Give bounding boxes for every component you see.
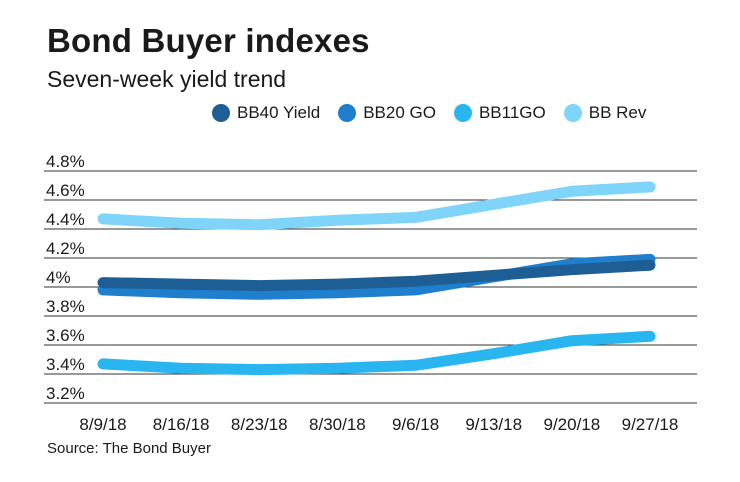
chart-legend: BB40 Yield BB20 GO BB11GO BB Rev xyxy=(212,103,646,123)
y-tick-label: 3.6% xyxy=(46,326,85,345)
y-tick-label: 4.8% xyxy=(46,152,85,171)
x-tick-label: 9/27/18 xyxy=(622,415,679,434)
x-tick-label: 8/9/18 xyxy=(79,415,126,434)
y-tick-label: 3.8% xyxy=(46,297,85,316)
y-tick-label: 4.4% xyxy=(46,210,85,229)
legend-item-bb11go: BB11GO xyxy=(453,103,546,123)
x-tick-label: 8/16/18 xyxy=(153,415,210,434)
legend-item-bb-rev: BB Rev xyxy=(563,103,647,123)
legend-label: BB11GO xyxy=(478,103,546,122)
legend-item-bb20-go: BB20 GO xyxy=(338,103,436,123)
legend-item-bb40-yield: BB40 Yield xyxy=(212,103,320,123)
y-tick-label: 4.6% xyxy=(46,181,85,200)
series-line-bb11go xyxy=(97,330,656,376)
y-tick-label: 3.4% xyxy=(46,355,85,374)
y-tick-label: 3.2% xyxy=(46,384,85,403)
y-tick-label: 4% xyxy=(46,268,71,287)
legend-marker xyxy=(453,104,472,122)
chart-title: Bond Buyer indexes xyxy=(47,22,370,59)
legend-marker xyxy=(212,104,230,122)
x-tick-label: 9/20/18 xyxy=(543,415,600,434)
legend-marker xyxy=(338,104,357,122)
x-tick-label: 8/23/18 xyxy=(231,415,288,434)
legend-label: BB20 GO xyxy=(363,103,436,122)
series-line-bb-rev xyxy=(97,181,656,231)
source-note: Source: The Bond Buyer xyxy=(47,440,211,457)
legend-label: BB Rev xyxy=(588,103,647,122)
x-tick-label: 9/13/18 xyxy=(465,415,522,434)
x-tick-label: 9/6/18 xyxy=(392,415,439,434)
legend-marker xyxy=(563,104,582,122)
x-tick-label: 8/30/18 xyxy=(309,415,366,434)
chart-subtitle: Seven-week yield trend xyxy=(47,66,287,92)
y-tick-label: 4.2% xyxy=(46,239,85,258)
legend-label: BB40 Yield xyxy=(237,103,321,122)
series-line-bb40-yield xyxy=(97,259,656,292)
